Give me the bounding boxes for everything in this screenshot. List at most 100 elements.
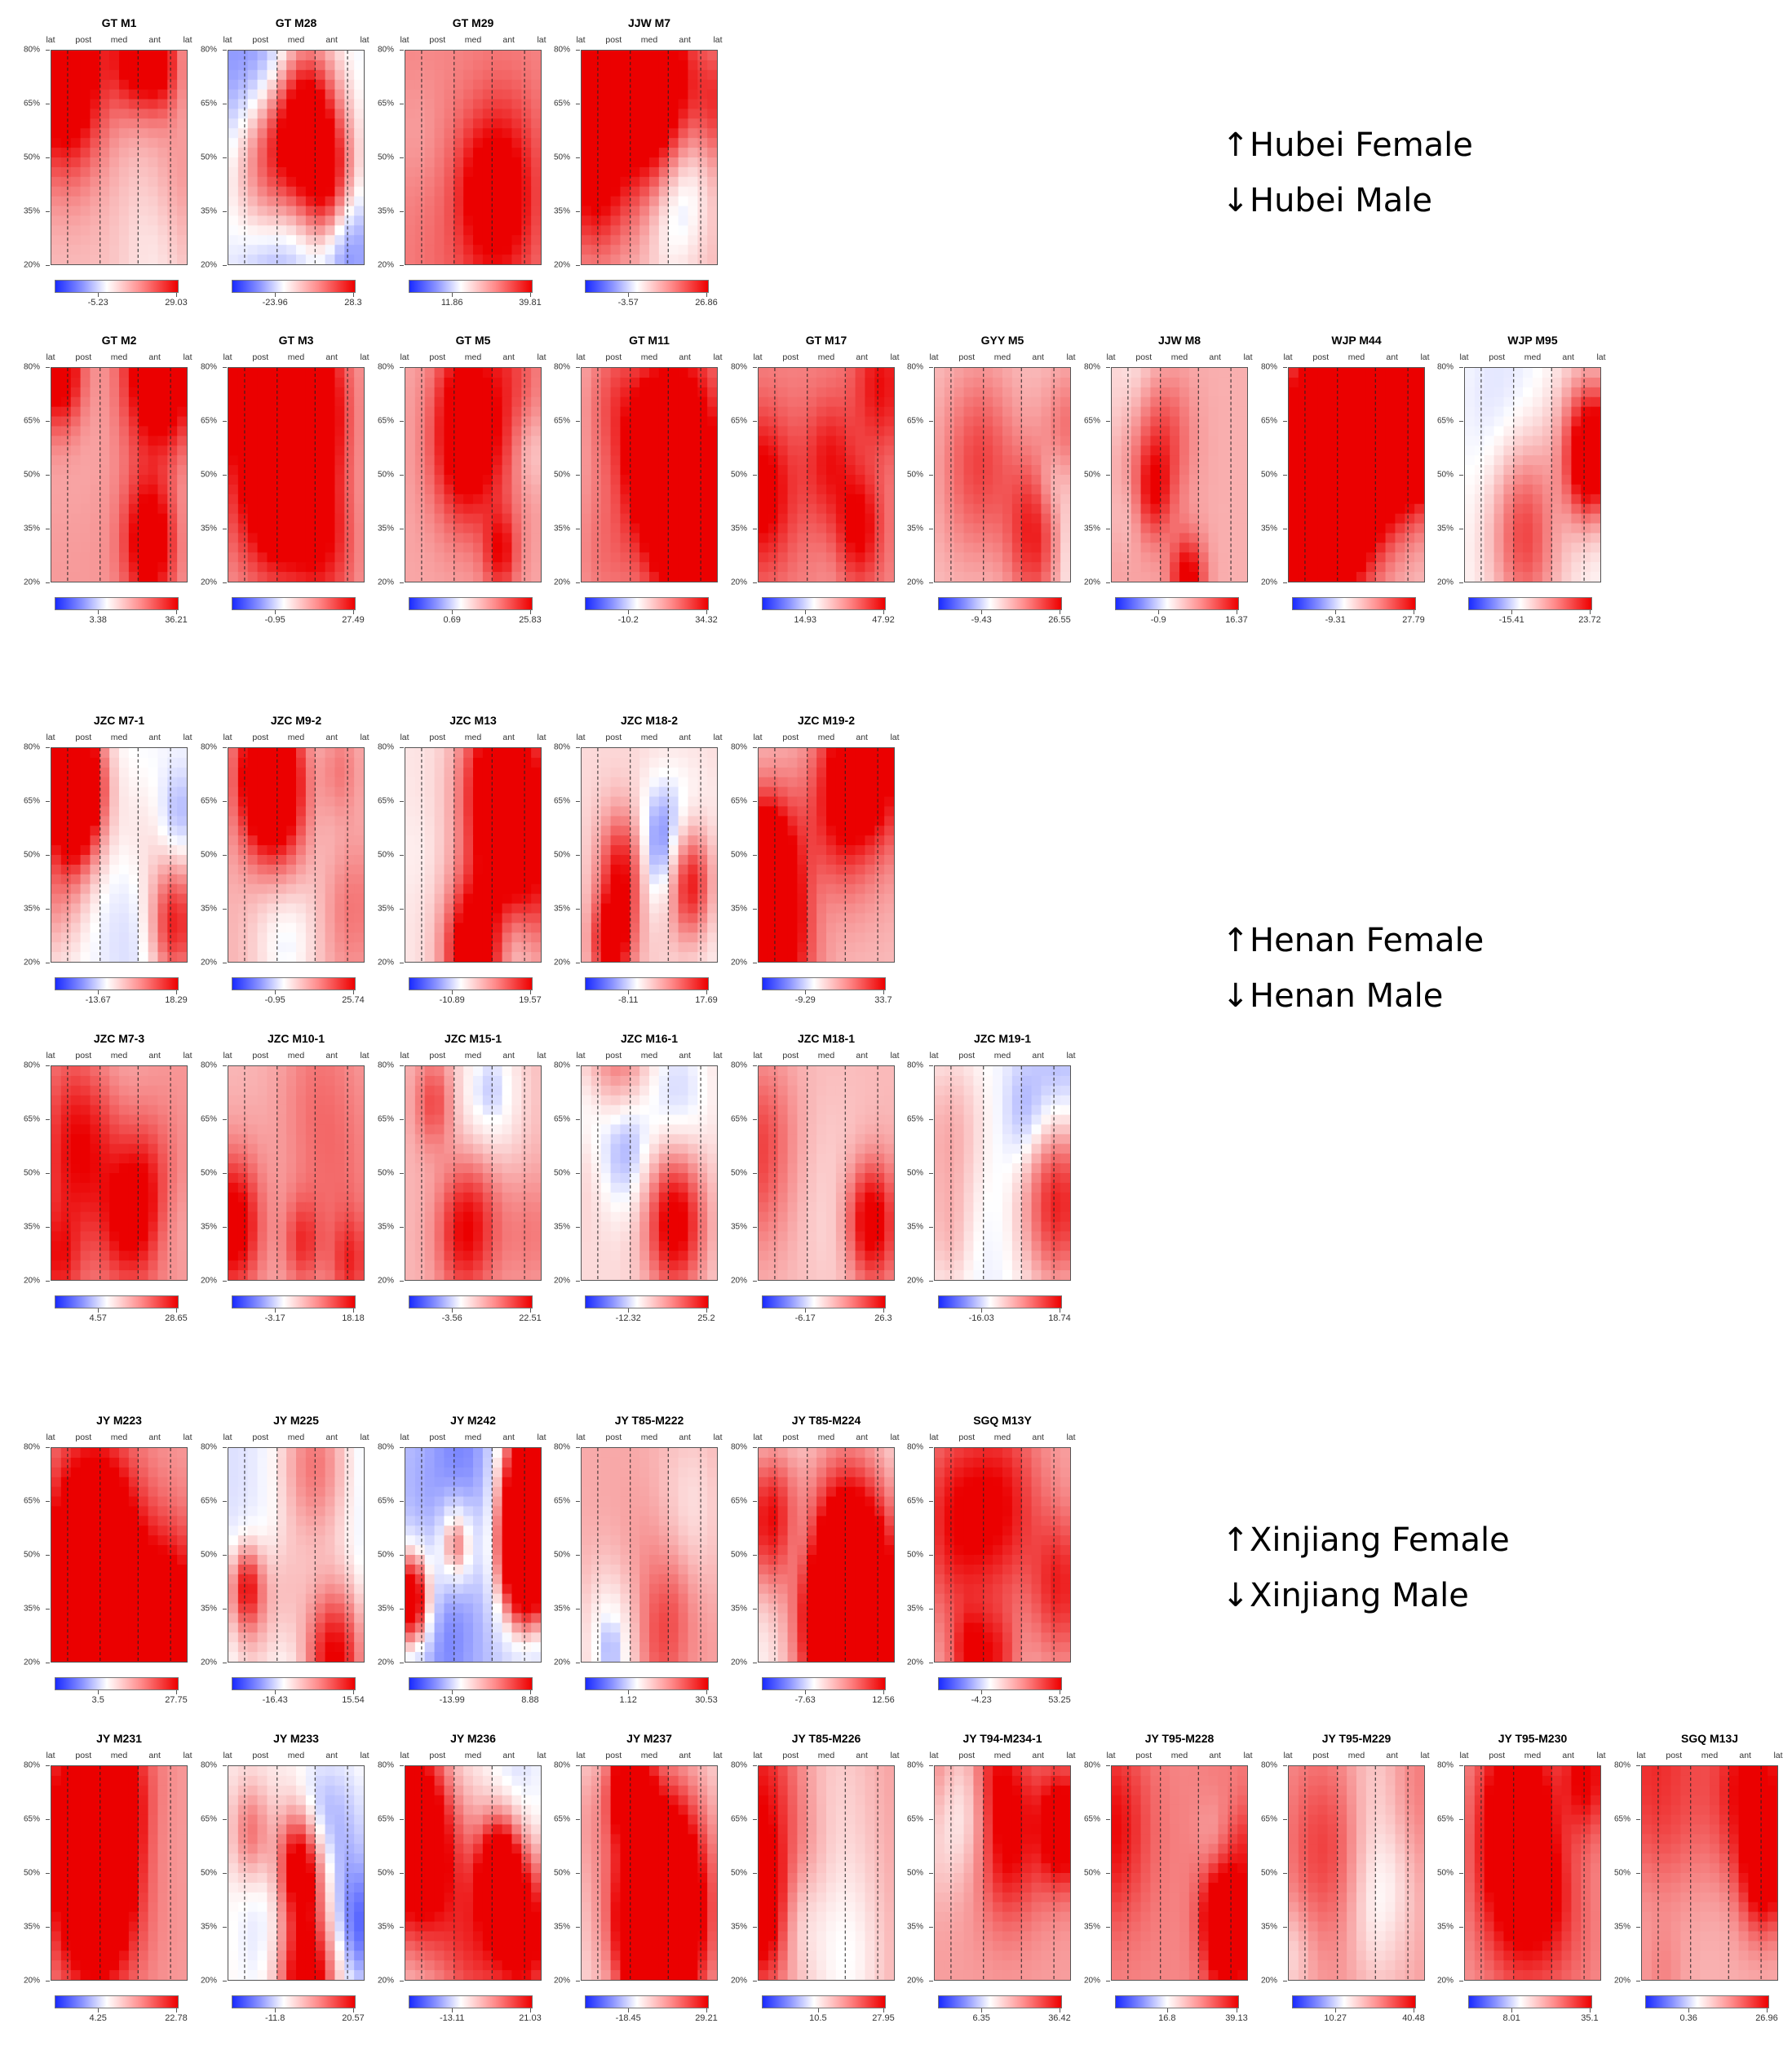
heatmap-cell: [414, 186, 426, 197]
heatmap-cell: [1523, 533, 1533, 543]
heatmap-cell: [1218, 533, 1228, 543]
heatmap-cell: [1131, 552, 1142, 563]
heatmap-cell: [1337, 513, 1347, 525]
heatmap-cell: [70, 893, 82, 905]
heatmap-cell: [296, 748, 307, 759]
heatmap-cell: [658, 235, 670, 246]
heatmap-cell: [1474, 572, 1485, 582]
heatmap-cell: [610, 368, 622, 379]
heatmap-cell: [257, 445, 268, 456]
heatmap-cell: [354, 913, 364, 923]
heatmap-cell: [1170, 562, 1180, 573]
heatmap-cell: [344, 387, 355, 398]
heatmap-cell: [1031, 513, 1042, 525]
heatmap-cell: [138, 942, 149, 953]
heatmap-cell: [315, 69, 326, 81]
heatmap-cell: [1571, 533, 1582, 543]
heatmap-cell: [1503, 416, 1514, 427]
heatmap-cell: [1170, 455, 1180, 466]
heatmap-cell: [1533, 475, 1543, 485]
heatmap-cell: [277, 533, 287, 543]
heatmap-cell: [148, 215, 159, 226]
heatmap-cell: [1218, 572, 1228, 582]
heatmap-cell: [620, 255, 631, 264]
heatmap-cell: [678, 235, 689, 246]
heatmap-cell: [1218, 445, 1228, 456]
heatmap-cell: [1561, 484, 1573, 495]
heatmap-cell: [80, 138, 91, 148]
colorbar: [409, 597, 533, 610]
y-tick-label: 20%: [23, 958, 40, 968]
heatmap-cell: [855, 572, 866, 582]
y-tick-mark: [46, 367, 50, 368]
heatmap-cell: [1347, 455, 1357, 466]
heatmap-cell: [630, 572, 640, 582]
heatmap-cell: [797, 426, 808, 436]
heatmap-cell: [237, 79, 249, 91]
heatmap-cell: [1198, 426, 1210, 436]
heatmap-cell: [1571, 562, 1582, 573]
heatmap-cell: [884, 368, 894, 379]
heatmap-cell: [247, 913, 259, 923]
heatmap-cell: [473, 562, 484, 573]
heatmap-cell: [768, 426, 779, 436]
y-tick-mark: [753, 582, 757, 583]
heatmap-cell: [51, 757, 62, 768]
heatmap-cell: [51, 225, 62, 236]
heatmap-cell: [630, 255, 640, 264]
heatmap-cell: [658, 99, 670, 110]
colorbar-tick: [1589, 610, 1591, 614]
heatmap-cell: [954, 387, 965, 398]
heatmap-cell: [119, 757, 130, 768]
heatmap-cell: [60, 767, 72, 778]
heatmap-cell: [325, 108, 336, 119]
heatmap-cell: [582, 235, 592, 246]
heatmap-cell: [463, 245, 474, 255]
heatmap-cell: [855, 503, 866, 515]
heatmap-cell: [511, 69, 522, 81]
heatmap-cell: [1414, 377, 1424, 388]
x-position-label: lat: [890, 352, 900, 362]
heatmap-cell: [70, 475, 82, 485]
heatmap-cell: [983, 436, 993, 446]
heatmap-cell: [277, 445, 287, 456]
heatmap-cell: [973, 416, 984, 427]
heatmap-cell: [1337, 484, 1347, 495]
heatmap-cell: [620, 89, 631, 100]
heatmap-cell: [148, 777, 159, 788]
heatmap-cell: [267, 484, 277, 495]
heatmap-cell: [963, 513, 975, 525]
heatmap-cell: [90, 235, 100, 246]
heatmap-cell: [51, 952, 62, 962]
heatmap-cell: [228, 377, 239, 388]
heatmap-cell: [1289, 533, 1299, 543]
heatmap-cell: [177, 69, 187, 81]
heatmap-cell: [1160, 445, 1170, 456]
heatmap-cell: [80, 225, 91, 236]
heatmap-cell: [1551, 387, 1563, 398]
heatmap-cell: [157, 835, 168, 846]
heatmap-cell: [983, 445, 993, 456]
heatmap-cell: [531, 436, 541, 446]
heatmap-cell: [1150, 484, 1161, 495]
heatmap-cell: [649, 51, 660, 61]
heatmap-cell: [492, 235, 503, 246]
heatmap-cell: [296, 148, 307, 158]
heatmap-cell: [668, 562, 679, 573]
heatmap-cell: [119, 186, 130, 197]
heatmap-cell: [630, 533, 640, 543]
x-position-label: med: [110, 35, 128, 45]
heatmap-cell: [649, 396, 660, 408]
heatmap-cell: [935, 445, 945, 456]
heatmap-cell: [405, 542, 416, 553]
heatmap-cell: [1365, 562, 1377, 573]
heatmap-cell: [1170, 387, 1180, 398]
heatmap-cell: [109, 157, 120, 168]
heatmap-cell: [344, 377, 355, 388]
heatmap-cell: [138, 89, 149, 100]
heatmap-cell: [835, 465, 847, 476]
heatmap-cell: [128, 368, 139, 379]
heatmap-cell: [128, 883, 139, 895]
heatmap-cell: [1465, 396, 1476, 408]
heatmap-cell: [511, 445, 522, 456]
